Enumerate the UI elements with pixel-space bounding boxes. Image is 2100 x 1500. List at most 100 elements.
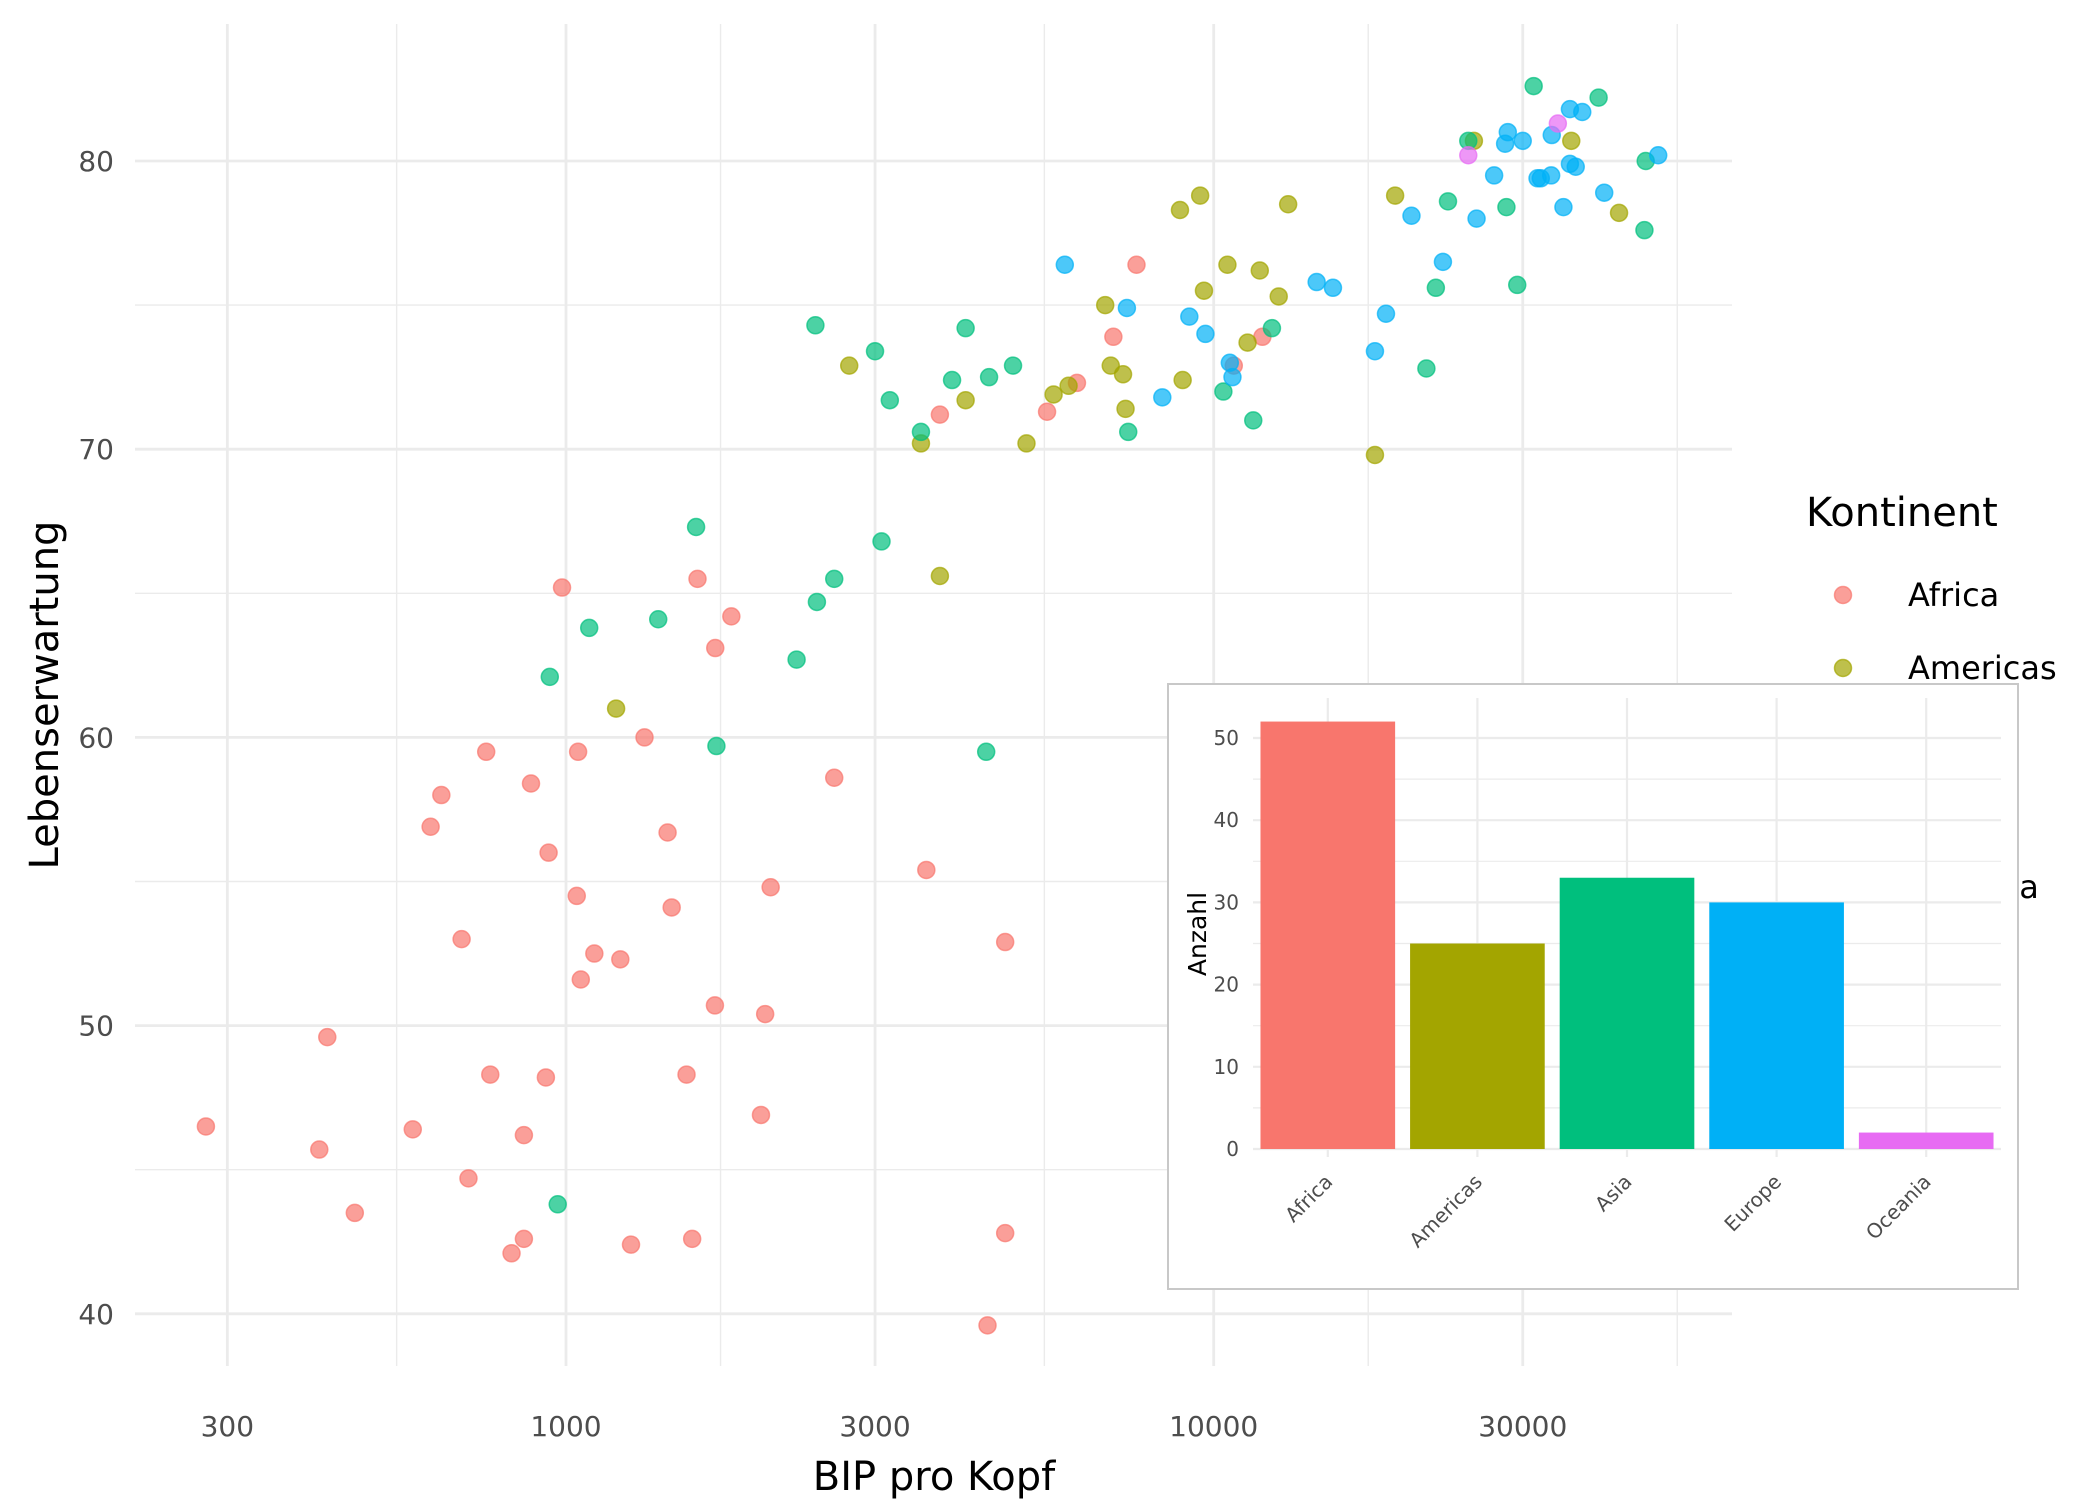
point-americas [839, 356, 859, 375]
point-africa [1104, 327, 1123, 347]
point-asia [1003, 356, 1023, 375]
point-africa [751, 1105, 771, 1125]
point-africa [345, 1203, 365, 1223]
x-axis-ticks: 300 1000 3000 10000 30000 [201, 1410, 1568, 1443]
point-europe [1484, 166, 1504, 185]
point-asia [648, 609, 668, 629]
point-oceania [1459, 145, 1478, 165]
inset-bars [1260, 721, 1994, 1149]
point-asia [956, 318, 975, 338]
point-europe [1196, 324, 1215, 344]
bar-oceania [1858, 1132, 1994, 1149]
point-africa [568, 742, 588, 762]
legend-title: Kontinent [1806, 490, 1998, 536]
x-axis-title: BIP pro Kopf [813, 1454, 1056, 1500]
point-europe [1365, 341, 1385, 361]
point-asia [579, 618, 599, 638]
point-americas [1059, 376, 1078, 396]
point-europe [1402, 206, 1421, 226]
point-europe [1573, 102, 1592, 122]
point-americas [1017, 434, 1036, 453]
point-americas [1562, 131, 1581, 151]
point-africa [481, 1065, 500, 1084]
point-europe [1376, 304, 1396, 323]
x-tick-label: 300 [201, 1410, 254, 1443]
point-asia [1438, 192, 1458, 211]
bar-europe [1709, 902, 1844, 1149]
inset-y-tick-label: 10 [1214, 1055, 1239, 1079]
point-africa [514, 1125, 534, 1145]
point-africa [611, 950, 630, 969]
point-asia [865, 341, 885, 361]
point-europe [1180, 307, 1199, 326]
point-asia [807, 592, 827, 612]
point-africa [567, 886, 587, 906]
point-asia [976, 742, 996, 762]
point-africa [502, 1244, 521, 1263]
point-americas [1113, 365, 1133, 384]
point-asia [872, 532, 891, 551]
point-africa [1037, 402, 1057, 421]
point-africa [658, 823, 677, 842]
point-europe [1223, 367, 1242, 387]
point-americas [1385, 186, 1405, 205]
point-asia [1589, 88, 1608, 107]
point-africa [536, 1068, 556, 1087]
point-asia [1426, 278, 1446, 298]
point-americas [1190, 186, 1210, 205]
inset-y-tick-label: 0 [1226, 1137, 1239, 1161]
point-europe [1153, 388, 1172, 407]
point-africa [539, 843, 558, 862]
point-asia [787, 650, 806, 669]
point-asia [548, 1195, 567, 1214]
x-tick-label: 30000 [1478, 1410, 1567, 1443]
point-asia [979, 367, 999, 387]
inset-y-axis-title: Anzahl [1183, 892, 1212, 976]
point-africa [635, 728, 654, 747]
point-africa [310, 1140, 329, 1159]
bar-africa [1260, 721, 1396, 1149]
point-asia [824, 569, 844, 589]
point-africa [755, 1004, 775, 1024]
point-africa [521, 774, 541, 793]
point-asia [942, 370, 962, 390]
point-europe [1117, 298, 1137, 318]
point-europe [1323, 278, 1343, 298]
point-europe [1554, 197, 1573, 217]
point-americas [606, 699, 626, 718]
bar-asia [1559, 877, 1695, 1149]
point-americas [1095, 295, 1115, 315]
point-africa [196, 1117, 216, 1136]
point-europe [1594, 183, 1614, 202]
point-europe [1513, 131, 1532, 151]
point-europe [1055, 255, 1075, 275]
bar-americas [1410, 943, 1545, 1149]
point-asia [1497, 197, 1516, 217]
point-africa [421, 817, 440, 836]
point-africa [403, 1120, 423, 1139]
point-africa [571, 970, 591, 989]
point-asia [806, 316, 825, 335]
inset-y-tick-label: 40 [1214, 808, 1239, 832]
y-tick-label: 40 [78, 1298, 114, 1331]
point-americas [1116, 399, 1135, 419]
point-africa [459, 1169, 478, 1188]
point-asia [540, 667, 560, 687]
point-africa [995, 932, 1015, 952]
x-tick-label: 10000 [1169, 1410, 1258, 1443]
point-americas [956, 390, 975, 410]
point-americas [1278, 194, 1298, 214]
point-africa [995, 1223, 1015, 1243]
y-tick-label: 60 [78, 721, 114, 754]
x-tick-label: 1000 [530, 1410, 601, 1443]
legend-key-africa [1833, 585, 1853, 605]
point-americas [1609, 203, 1629, 223]
point-asia [1244, 411, 1263, 430]
inset-y-tick-label: 50 [1214, 726, 1239, 750]
point-asia [1524, 76, 1543, 96]
point-americas [1269, 287, 1288, 306]
y-axis-title: Lebenserwartung [22, 521, 68, 870]
point-africa [705, 996, 725, 1015]
point-africa [677, 1065, 696, 1084]
